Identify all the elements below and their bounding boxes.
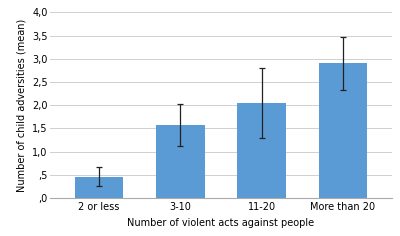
Bar xyxy=(156,125,205,198)
Bar xyxy=(237,103,286,198)
Bar xyxy=(75,177,124,198)
Y-axis label: Number of child adversities (mean): Number of child adversities (mean) xyxy=(16,18,26,192)
Bar xyxy=(318,63,367,198)
X-axis label: Number of violent acts against people: Number of violent acts against people xyxy=(128,218,314,228)
